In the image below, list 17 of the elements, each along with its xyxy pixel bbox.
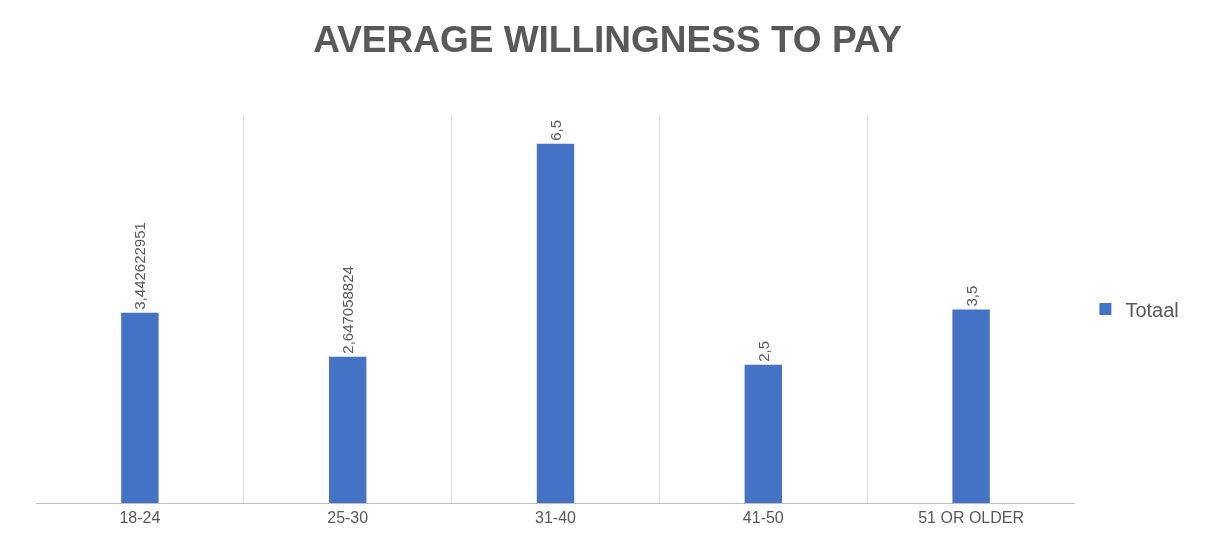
bar xyxy=(121,312,159,503)
bar xyxy=(536,143,575,503)
x-tick-label: 25-30 xyxy=(327,509,369,527)
bar xyxy=(952,309,990,503)
data-label: 3,5 xyxy=(962,285,980,307)
data-label: 6,5 xyxy=(547,119,564,141)
data-label: 2,647058824 xyxy=(339,266,357,354)
bar xyxy=(744,364,782,503)
data-label: 3,442622951 xyxy=(131,222,149,310)
bar xyxy=(329,356,367,503)
x-tick-label: 41-50 xyxy=(742,509,784,527)
x-tick-label: 51 OR OLDER xyxy=(918,509,1025,527)
legend-label: Totaal xyxy=(1125,298,1179,321)
chart-title: AVERAGE WILLINGNESS TO PAY xyxy=(313,19,903,61)
x-tick-label: 18-24 xyxy=(119,509,161,527)
x-tick-label: 31-40 xyxy=(535,509,577,527)
data-label: 2,5 xyxy=(754,340,772,362)
